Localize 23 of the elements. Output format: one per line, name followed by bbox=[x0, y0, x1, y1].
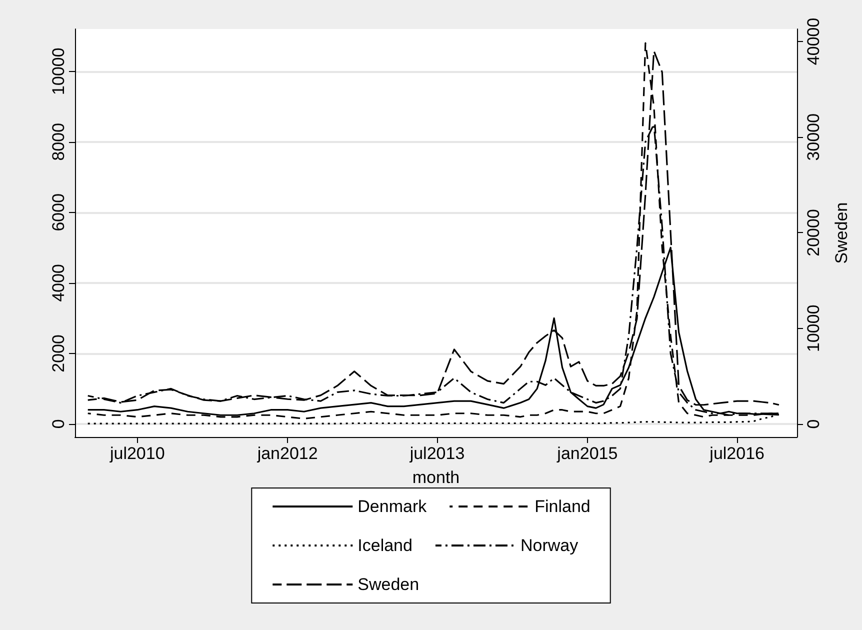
y2-tick-label: 10000 bbox=[804, 304, 823, 352]
x-tick-label: jul2010 bbox=[108, 444, 165, 463]
x-tick-label: jul2016 bbox=[708, 444, 764, 463]
y2-tick-label: 30000 bbox=[804, 113, 823, 161]
y-tick-label: 10000 bbox=[49, 48, 68, 95]
legend-label: Finland bbox=[534, 497, 590, 516]
x-tick-label: jan2015 bbox=[556, 444, 618, 463]
y2-axis-title: Sweden bbox=[832, 202, 851, 264]
x-tick-label: jul2013 bbox=[408, 444, 465, 463]
y-tick-label: 8000 bbox=[49, 122, 68, 161]
legend-label: Sweden bbox=[358, 575, 420, 594]
legend-label: Iceland bbox=[358, 536, 412, 555]
y-tick-label: 6000 bbox=[49, 193, 68, 232]
legend-label: Denmark bbox=[358, 497, 428, 516]
legend-label: Norway bbox=[520, 536, 579, 555]
y-tick-label: 2000 bbox=[49, 334, 68, 372]
x-axis-title: month bbox=[412, 468, 460, 487]
x-tick-label: jan2012 bbox=[256, 444, 318, 463]
y2-tick-label: 40000 bbox=[804, 18, 823, 66]
y-tick-label: 4000 bbox=[49, 264, 68, 302]
y2-tick-label: 20000 bbox=[804, 209, 823, 256]
y2-tick-label: 0 bbox=[804, 419, 823, 429]
y-tick-label: 0 bbox=[49, 419, 68, 429]
